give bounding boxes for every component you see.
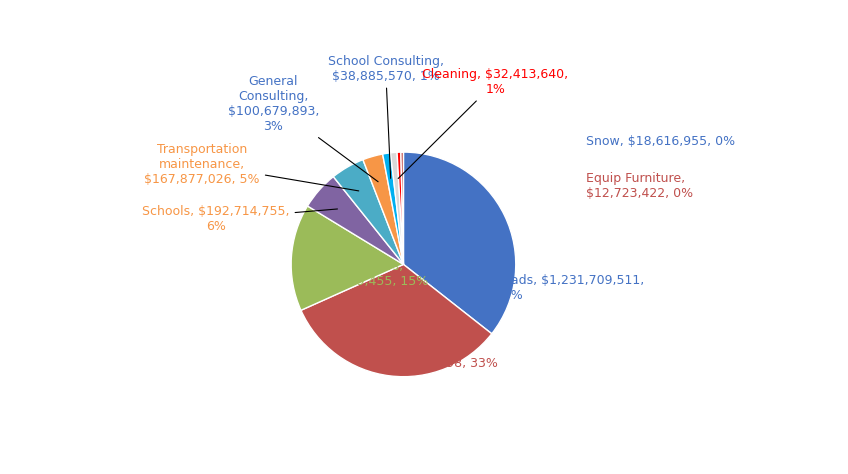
Text: Roads, $1,231,709,511,
36%: Roads, $1,231,709,511, 36% bbox=[495, 273, 644, 301]
Text: General
Consulting,
$100,679,893,
3%: General Consulting, $100,679,893, 3% bbox=[227, 75, 378, 182]
Wedge shape bbox=[404, 152, 516, 334]
Text: Muni afairs,
$533,029,455, 15%: Muni afairs, $533,029,455, 15% bbox=[304, 260, 428, 288]
Text: Equip Furniture,
$12,723,422, 0%: Equip Furniture, $12,723,422, 0% bbox=[586, 173, 693, 201]
Wedge shape bbox=[401, 152, 404, 264]
Wedge shape bbox=[390, 152, 404, 264]
Text: Transportation
maintenance,
$167,877,026, 5%: Transportation maintenance, $167,877,026… bbox=[144, 143, 359, 191]
Text: Schools, $192,714,755,
6%: Schools, $192,714,755, 6% bbox=[142, 205, 338, 233]
Wedge shape bbox=[308, 177, 404, 264]
Text: Buildings,
$1,131,407,298, 33%: Buildings, $1,131,407,298, 33% bbox=[364, 342, 499, 370]
Wedge shape bbox=[291, 206, 404, 310]
Wedge shape bbox=[301, 264, 492, 377]
Text: School Consulting,
$38,885,570, 1%: School Consulting, $38,885,570, 1% bbox=[327, 55, 444, 178]
Wedge shape bbox=[363, 154, 404, 264]
Wedge shape bbox=[382, 153, 404, 264]
Text: Cleaning, $32,413,640,
1%: Cleaning, $32,413,640, 1% bbox=[399, 68, 568, 179]
Wedge shape bbox=[333, 160, 404, 264]
Text: Snow, $18,616,955, 0%: Snow, $18,616,955, 0% bbox=[586, 135, 734, 147]
Wedge shape bbox=[397, 152, 404, 264]
